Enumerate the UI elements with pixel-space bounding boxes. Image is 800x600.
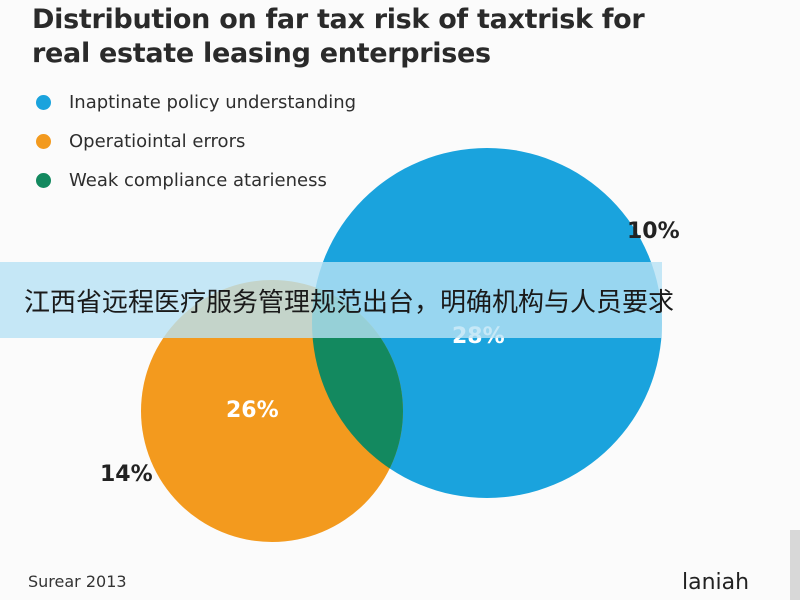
data-label-blue-outer: 10% xyxy=(627,219,680,244)
legend-item-compliance: Weak compliance atarieness xyxy=(36,168,327,192)
chart-title-line-2: real estate leasing enterprises xyxy=(32,38,491,69)
edge-strip xyxy=(790,530,800,600)
brand-logo-text: laniah xyxy=(682,570,750,595)
legend-swatch-blue xyxy=(36,94,51,110)
legend-label-errors: Operatiointal errors xyxy=(69,130,246,152)
chart-title-line-1: Distribution on far tax risk of taxtrisk… xyxy=(32,4,645,35)
source-note: Surear 2013 xyxy=(28,572,127,591)
legend-label-policy: Inaptinate policy understanding xyxy=(69,91,357,113)
legend-label-compliance: Weak compliance atarieness xyxy=(69,169,327,191)
overlay-banner xyxy=(0,262,662,338)
overlay-banner-text: 江西省远程医疗服务管理规范出台，明确机构与人员要求 xyxy=(24,288,675,318)
legend-swatch-green xyxy=(36,172,51,188)
legend-item-errors: Operatiointal errors xyxy=(36,129,245,153)
data-label-orange-inner: 26% xyxy=(226,398,279,423)
data-label-orange-outer: 14% xyxy=(100,462,153,487)
legend-swatch-orange xyxy=(36,133,51,149)
legend-item-policy: Inaptinate policy understanding xyxy=(36,90,356,114)
